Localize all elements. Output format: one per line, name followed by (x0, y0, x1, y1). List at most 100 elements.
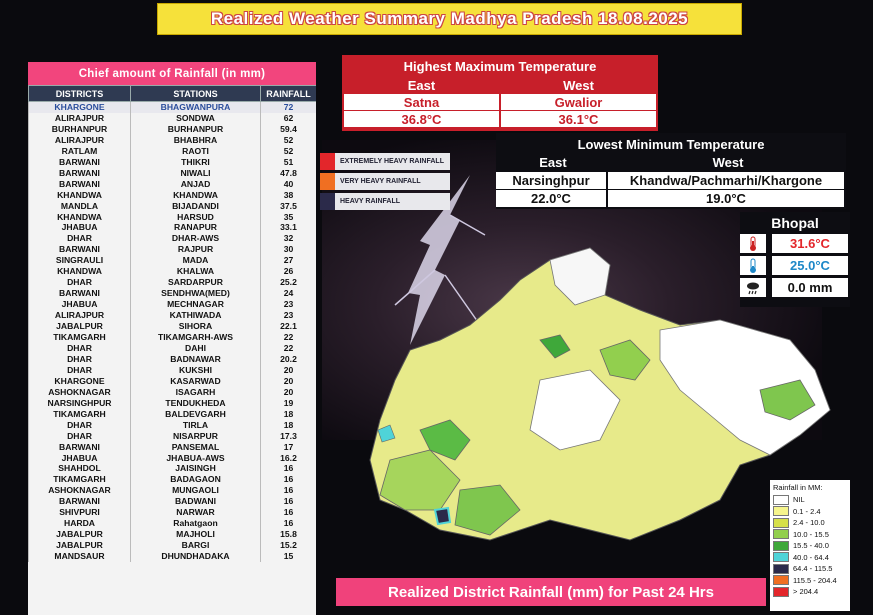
table-row: ALIRAJPUR BHABHRA 52 (28, 134, 316, 146)
station-cell: NIWALI (130, 167, 261, 179)
table-row: JABALPUR SIHORA 22.1 (28, 321, 316, 333)
station-cell: BHAGWANPURA (130, 101, 261, 113)
table-row: BARWANI NIWALI 47.8 (28, 167, 316, 179)
table-row: SHIVPURI NARWAR 16 (28, 507, 316, 519)
bhopal-min-row: 25.0°C (740, 256, 850, 275)
max-temp-title: Highest Maximum Temperature (403, 58, 597, 74)
rain-legend-item: > 204.4 (773, 586, 847, 598)
district-cell: DHAR (28, 233, 131, 245)
station-cell: BIJADANDI (130, 200, 261, 212)
min-temp-title: Lowest Minimum Temperature (577, 136, 765, 152)
min-temp-direction-row: East West (496, 155, 846, 171)
station-cell: RANAPUR (130, 222, 261, 234)
rainfall-cell: 18 (260, 419, 316, 431)
rainfall-cell: 17 (260, 441, 316, 453)
highest-max-temp-panel: Highest Maximum Temperature East West Sa… (342, 55, 658, 131)
table-row: DHAR DAHI 22 (28, 342, 316, 354)
station-cell: BADWANI (130, 496, 261, 508)
rainfall-table: DISTRICTS STATIONS RAINFALL KHARGONE BHAG… (28, 85, 316, 563)
district-cell: BARWANI (28, 244, 131, 256)
min-temp-value-row: 22.0°C 19.0°C (496, 190, 846, 207)
rainfall-cell: 20 (260, 386, 316, 398)
rainfall-cell: 26 (260, 266, 316, 278)
district-cell: JABALPUR (28, 540, 131, 552)
table-row: DHAR TIRLA 18 (28, 419, 316, 431)
station-cell: MADA (130, 255, 261, 267)
rainfall-cell: 20 (260, 364, 316, 376)
rainfall-cell: 52 (260, 134, 316, 146)
min-temp-station-row: Narsinghpur Khandwa/Pachmarhi/Khargone (496, 172, 846, 189)
rainfall-cell: 22 (260, 332, 316, 343)
rain-legend-label: 40.0 - 64.4 (793, 552, 829, 562)
rainfall-cell: 24 (260, 288, 316, 300)
district-cell: KHANDWA (28, 211, 131, 223)
rain-legend-swatch (773, 552, 789, 563)
bhopal-rain-row: 0.0 mm (740, 278, 850, 297)
district-cell: DHAR (28, 342, 131, 354)
district-cell: BARWANI (28, 496, 131, 508)
header-stations: STATIONS (130, 85, 261, 102)
rainfall-cell: 15.8 (260, 529, 316, 541)
district-cell: SHAHDOL (28, 463, 131, 475)
bhopal-max-temp: 31.6°C (772, 234, 848, 253)
table-row: BARWANI RAJPUR 30 (28, 244, 316, 256)
rainfall-cell: 16 (260, 507, 316, 519)
table-row: MANDSAUR DHUNDHADAKA 15 (28, 551, 316, 563)
station-cell: SARDARPUR (130, 277, 261, 289)
rain-legend-swatch (773, 563, 789, 574)
legend-heavy: HEAVY RAINFALL (320, 193, 450, 210)
station-cell: MECHNAGAR (130, 299, 261, 311)
district-cell: MANDLA (28, 200, 131, 212)
max-east-label: East (407, 77, 436, 93)
district-cell: DHAR (28, 277, 131, 289)
rain-legend-swatch (773, 494, 789, 505)
table-row: ALIRAJPUR SONDWA 62 (28, 112, 316, 124)
bhopal-title: Bhopal (771, 215, 819, 231)
station-cell: SONDWA (130, 112, 261, 124)
page-title: Realized Weather Summary Madhya Pradesh … (210, 9, 689, 28)
district-cell: HARDA (28, 518, 131, 530)
legend-very-heavy: VERY HEAVY RAINFALL (320, 173, 450, 190)
district-cell: ALIRAJPUR (28, 134, 131, 146)
rainfall-cell: 15 (260, 551, 316, 563)
district-cell: TIKAMGARH (28, 474, 131, 486)
district-cell: ASHOKNAGAR (28, 485, 131, 497)
station-cell: BHABHRA (130, 134, 261, 146)
rainfall-cell: 23 (260, 299, 316, 311)
rain-legend-label: NIL (793, 495, 805, 505)
station-cell: PANSEMAL (130, 441, 261, 453)
table-row: DHAR NISARPUR 17.3 (28, 430, 316, 442)
table-row: BARWANI ANJAD 40 (28, 178, 316, 190)
table-row: ASHOKNAGAR ISAGARH 20 (28, 386, 316, 398)
rainfall-cell: 52 (260, 145, 316, 157)
madhya-pradesh-rainfall-map (369, 247, 831, 541)
table-row: BARWANI BADWANI 16 (28, 496, 316, 508)
rainfall-table-panel: Chief amount of Rainfall (in mm) DISTRIC… (28, 62, 316, 615)
rainfall-cell: 17.3 (260, 430, 316, 442)
max-temp-value-row: 36.8°C 36.1°C (343, 111, 657, 127)
rainfall-cell: 16.2 (260, 452, 316, 464)
table-row: DHAR KUKSHI 20 (28, 364, 316, 376)
rain-legend-item: 0.1 - 2.4 (773, 506, 847, 518)
table-row: HARDA Rahatgaon 16 (28, 518, 316, 530)
station-cell: MAJHOLI (130, 529, 261, 541)
legend-swatch (320, 193, 335, 210)
table-row: NARSINGHPUR TENDUKHEDA 19 (28, 397, 316, 409)
station-cell: DHAR-AWS (130, 233, 261, 245)
legend-extremely-heavy: EXTREMELY HEAVY RAINFALL (320, 153, 450, 170)
min-east-value: 22.0°C (496, 190, 606, 207)
rainfall-cell: 47.8 (260, 167, 316, 179)
rainfall-cell: 16 (260, 496, 316, 508)
bhopal-max-row: 31.6°C (740, 234, 850, 253)
table-row: TIKAMGARH TIKAMGARH-AWS 22 (28, 332, 316, 343)
bhopal-min-temp: 25.0°C (772, 256, 848, 275)
district-cell: KHARGONE (28, 101, 131, 113)
max-west-station: Gwalior (501, 94, 656, 110)
rainfall-cell: 59.4 (260, 123, 316, 135)
rainfall-category-legend: EXTREMELY HEAVY RAINFALL VERY HEAVY RAIN… (320, 153, 450, 213)
district-cell: ALIRAJPUR (28, 310, 131, 322)
station-cell: TENDUKHEDA (130, 397, 261, 409)
rainfall-cell: 30 (260, 244, 316, 256)
rainfall-cell: 15.2 (260, 540, 316, 552)
table-row: ASHOKNAGAR MUNGAOLI 16 (28, 485, 316, 497)
